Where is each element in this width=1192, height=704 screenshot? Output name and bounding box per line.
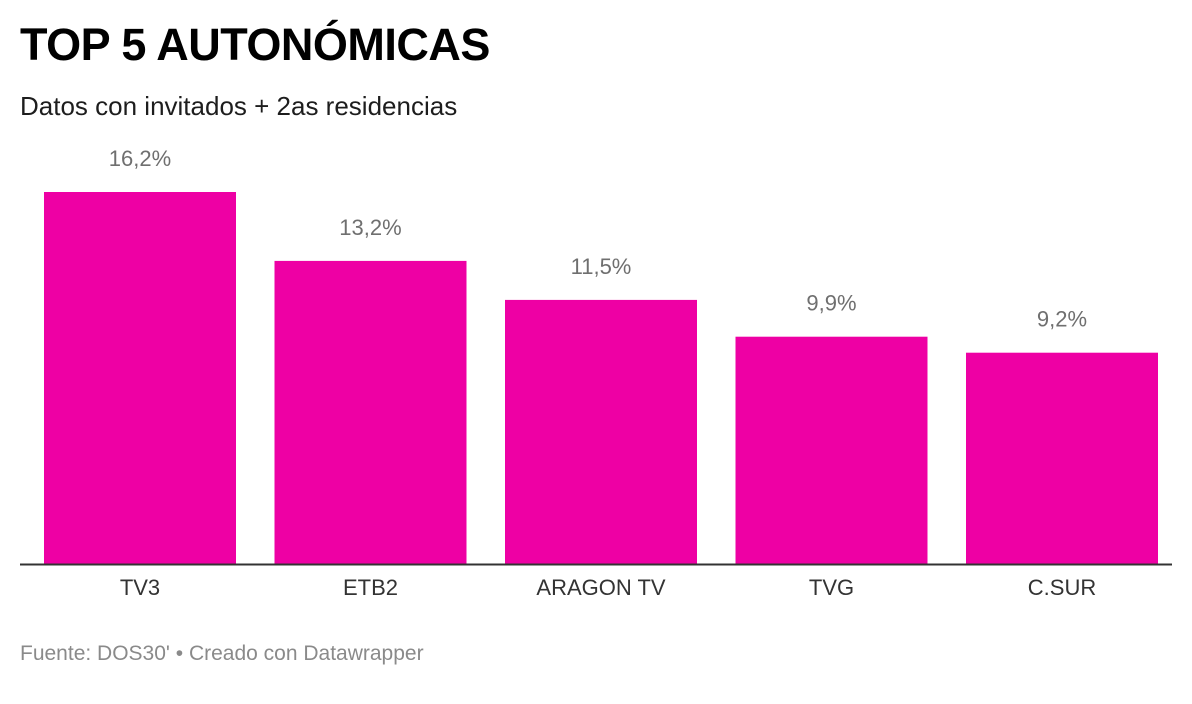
category-label: ARAGON TV (536, 575, 666, 600)
bar-group (44, 192, 1158, 564)
chart-subtitle: Datos con invitados + 2as residencias (20, 91, 458, 121)
bar-etb2 (274, 260, 467, 564)
category-label: TV3 (120, 575, 160, 600)
value-label: 11,5% (571, 254, 632, 279)
source-footer: Fuente: DOS30' • Creado con Datawrapper (20, 642, 424, 665)
bar-chart: 16,2% 13,2% 11,5% 9,9% 9,2% TV3 ETB2 ARAGON TV… (20, 146, 1172, 600)
bar-c-sur (966, 352, 1158, 564)
category-label: C.SUR (1028, 575, 1096, 600)
value-label-group: 16,2% 13,2% 11,5% 9,9% 9,2% (109, 146, 1087, 332)
value-label: 13,2% (339, 215, 401, 240)
category-label: TVG (809, 575, 854, 600)
value-label: 16,2% (109, 146, 171, 171)
bar-tvg (735, 336, 928, 564)
bar-tv3 (44, 192, 236, 564)
category-label-group: TV3 ETB2 ARAGON TV TVG C.SUR (120, 575, 1096, 600)
category-label: ETB2 (343, 575, 398, 600)
value-label: 9,2% (1037, 307, 1087, 332)
bar-aragon-tv (505, 299, 697, 564)
chart-title: TOP 5 AUTONÓMICAS (20, 19, 490, 70)
value-label: 9,9% (806, 291, 856, 316)
